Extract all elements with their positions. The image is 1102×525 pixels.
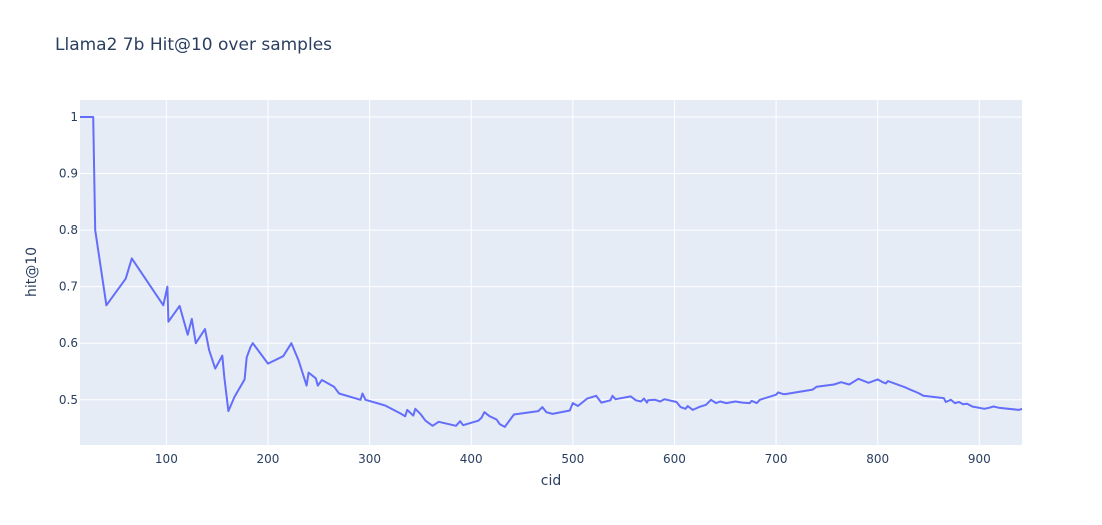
x-tick-label: 800 <box>866 452 889 466</box>
x-axis-title: cid <box>541 473 561 489</box>
x-tick-label: 200 <box>257 452 280 466</box>
plot-area <box>80 100 1022 445</box>
y-tick-label: 0.7 <box>59 280 78 294</box>
y-tick-label: 0.8 <box>59 223 78 237</box>
x-axis-ticks: 100 200 300 400 500 600 700 800 900 <box>155 452 991 466</box>
x-tick-label: 700 <box>765 452 788 466</box>
x-tick-label: 600 <box>663 452 686 466</box>
series-layer <box>80 116 1023 428</box>
chart-title: Llama2 7b Hit@10 over samples <box>55 35 332 55</box>
x-tick-label: 500 <box>561 452 584 466</box>
x-tick-label: 400 <box>460 452 483 466</box>
grid-lines <box>80 100 1022 445</box>
y-tick-label: 1 <box>70 110 78 124</box>
y-axis-ticks: 0.5 0.6 0.7 0.8 0.9 1 <box>59 110 78 407</box>
x-tick-label: 100 <box>155 452 178 466</box>
y-tick-label: 0.6 <box>59 336 78 350</box>
series-line <box>80 116 1023 428</box>
x-tick-label: 900 <box>968 452 991 466</box>
x-tick-label: 300 <box>358 452 381 466</box>
y-tick-label: 0.5 <box>59 393 78 407</box>
y-tick-label: 0.9 <box>59 167 78 181</box>
y-axis-title: hit@10 <box>24 247 40 297</box>
